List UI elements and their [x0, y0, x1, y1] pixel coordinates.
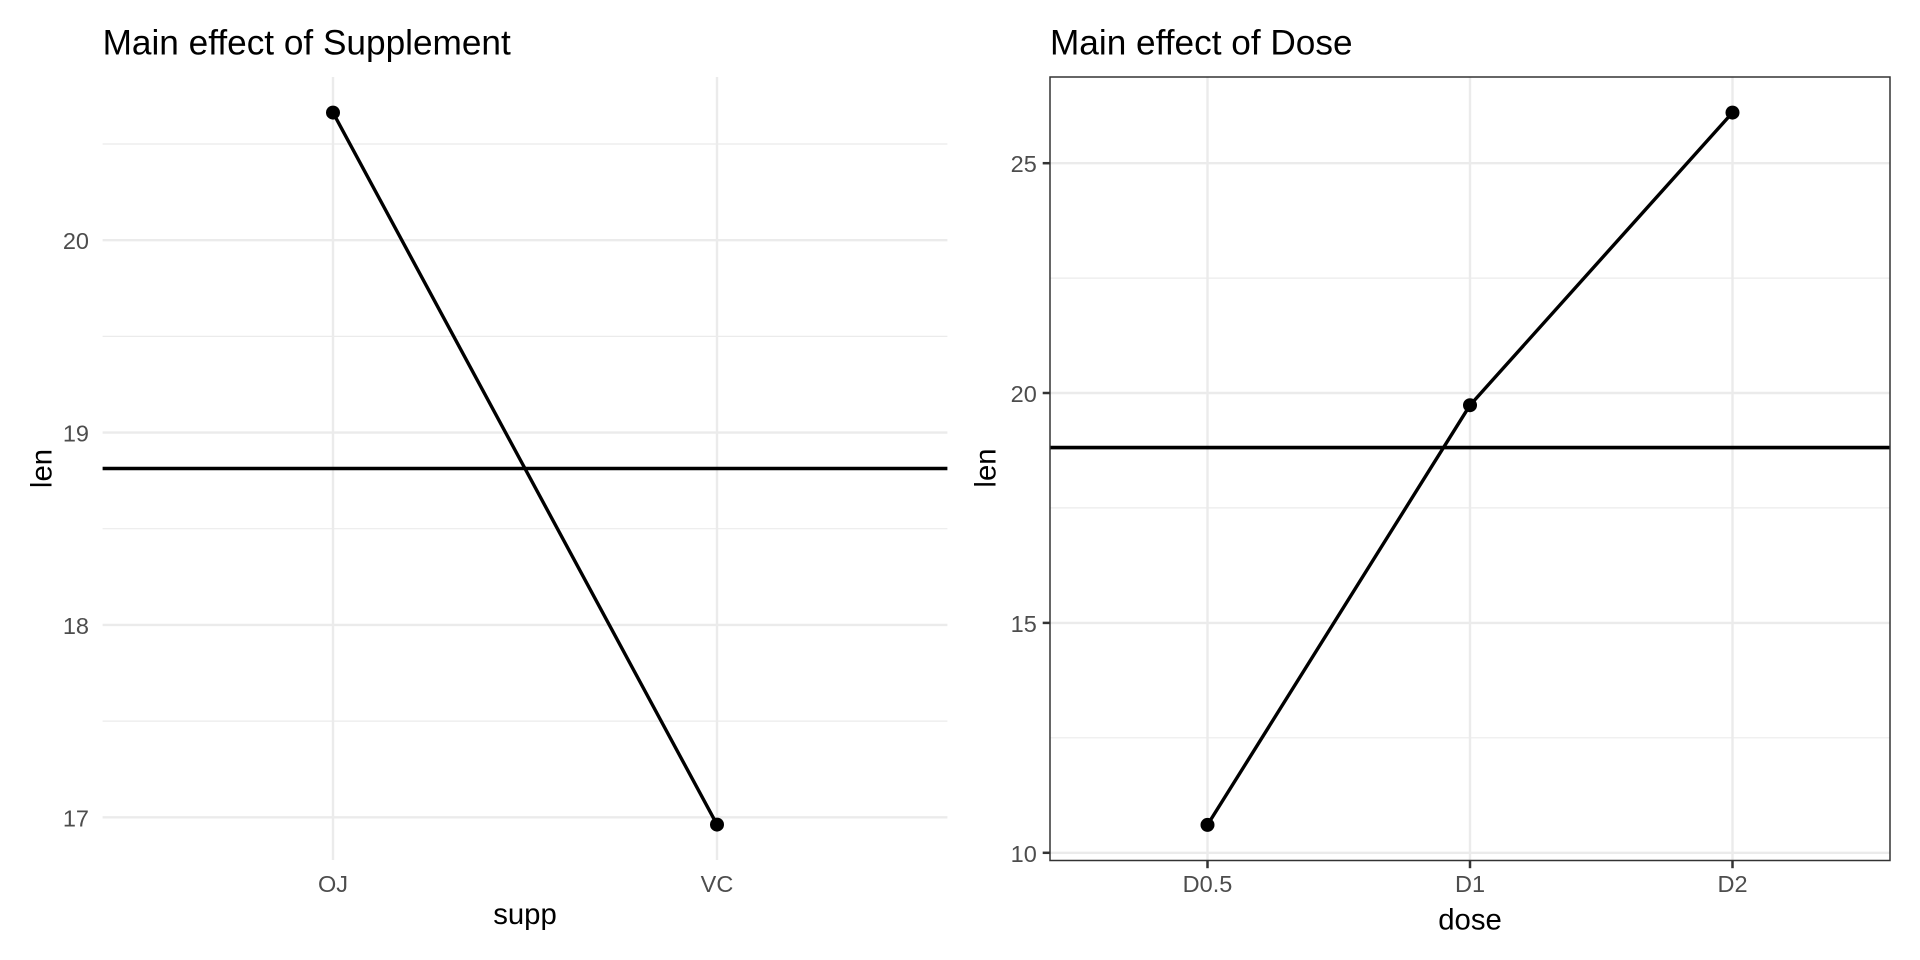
svg-text:10: 10 — [1011, 841, 1037, 867]
svg-text:18: 18 — [63, 613, 89, 639]
svg-text:25: 25 — [1011, 151, 1037, 177]
svg-text:Main effect of Supplement: Main effect of Supplement — [103, 23, 511, 62]
svg-text:20: 20 — [1011, 381, 1037, 407]
svg-text:VC: VC — [701, 871, 734, 897]
svg-text:19: 19 — [63, 421, 89, 447]
svg-text:supp: supp — [493, 898, 557, 931]
svg-text:D0.5: D0.5 — [1183, 871, 1233, 897]
svg-text:20: 20 — [63, 228, 89, 254]
svg-text:D2: D2 — [1717, 871, 1747, 897]
svg-text:dose: dose — [1438, 904, 1502, 937]
svg-text:15: 15 — [1011, 611, 1037, 637]
svg-text:D1: D1 — [1455, 871, 1485, 897]
svg-text:len: len — [25, 449, 58, 488]
svg-text:len: len — [969, 448, 1002, 487]
svg-text:17: 17 — [63, 805, 89, 831]
svg-text:Main effect of Dose: Main effect of Dose — [1050, 23, 1353, 62]
svg-text:OJ: OJ — [318, 871, 348, 897]
